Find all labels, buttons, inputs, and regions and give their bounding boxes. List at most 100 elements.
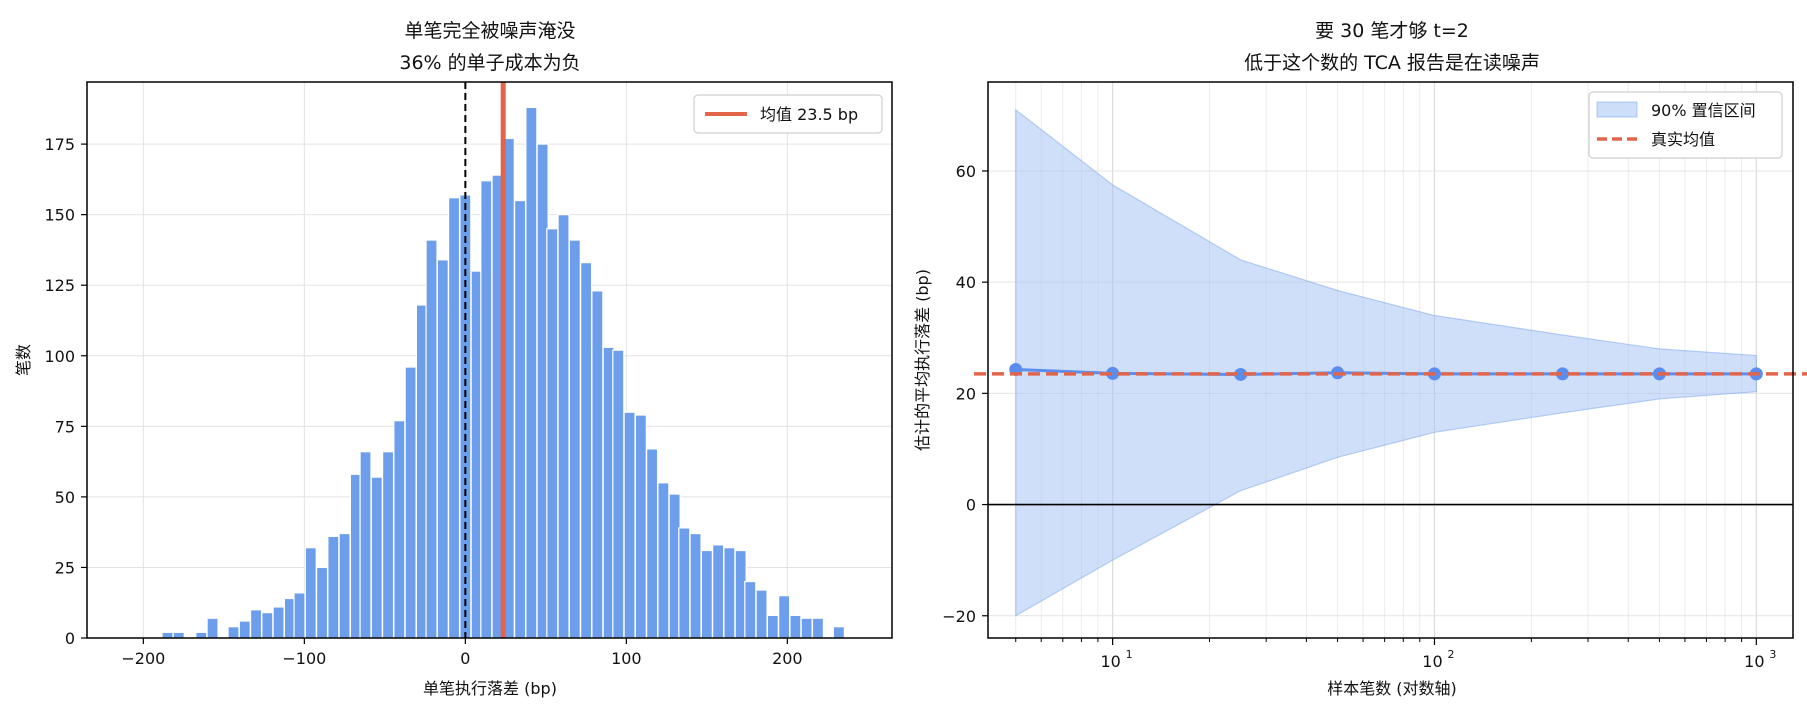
histogram-bar [404, 366, 417, 639]
histogram-bar [800, 617, 813, 639]
histogram-bar [293, 592, 306, 639]
histogram-bar [436, 259, 449, 639]
histogram-bar [206, 617, 219, 639]
confidence-y-ticks: −20 0 20 40 60 [942, 162, 988, 626]
histogram-y-axis-label: 笔数 [14, 344, 33, 376]
confidence-x-ticks: 10 1 10 2 10 3 [1015, 638, 1776, 671]
histogram-bar [425, 239, 438, 639]
histogram-y-tick-label: 100 [44, 347, 75, 366]
histogram-bar [689, 532, 702, 639]
histogram-bar [327, 535, 340, 639]
histogram-bar [480, 180, 493, 639]
histogram-bar [657, 482, 670, 639]
histogram-y-tick-label: 150 [44, 206, 75, 225]
confidence-legend: 90% 置信区间 真实均值 [1588, 91, 1783, 159]
confidence-x-axis-label: 样本笔数 (对数轴) [1327, 679, 1457, 698]
histogram-bar [315, 566, 329, 639]
histogram-subtitle: 36% 的单子成本为负 [399, 52, 580, 74]
histogram-y-tick-label: 75 [55, 417, 75, 436]
confidence-x-tick-exponent: 3 [1769, 648, 1776, 661]
histogram-bar [591, 290, 604, 639]
histogram-axes-frame [86, 81, 893, 639]
histogram-y-tick-label: 50 [55, 488, 75, 507]
histogram-y-tick-label: 0 [65, 629, 75, 648]
histogram-bar [261, 611, 274, 639]
histogram-bar [338, 532, 351, 639]
confidence-band [1015, 108, 1757, 617]
histogram-bar [580, 262, 593, 639]
mean-legend-label: 均值 23.5 bp [760, 105, 858, 124]
histogram-bar [766, 614, 779, 639]
estimate-point [1556, 367, 1570, 381]
histogram-bar [755, 589, 768, 639]
histogram-bar [272, 606, 285, 639]
confidence-axes-frame [987, 81, 1794, 639]
histogram-bar [161, 631, 174, 639]
histogram-bar [568, 239, 581, 639]
estimate-point [1106, 366, 1120, 380]
histogram-y-tick-label: 175 [44, 135, 75, 154]
histogram-bar [811, 617, 825, 639]
histogram-bar [712, 544, 725, 639]
confidence-x-tick-label: 10 [1100, 652, 1120, 671]
confidence-title: 要 30 笔才够 t=2 [1315, 20, 1469, 42]
histogram-bar [744, 580, 757, 639]
histogram-bar [393, 420, 406, 639]
histogram-y-tick-label: 25 [55, 558, 75, 577]
histogram-bar [172, 631, 185, 639]
confidence-x-tick-exponent: 1 [1126, 648, 1133, 661]
histogram-bar [612, 349, 625, 639]
histogram-bar [634, 414, 647, 639]
confidence-x-tick-label: 10 [1744, 652, 1764, 671]
histogram-bar [623, 411, 636, 639]
histogram-x-tick-label: 200 [772, 649, 803, 668]
histogram-bar [249, 609, 263, 639]
histogram-x-axis-label: 单笔执行落差 (bp) [423, 679, 557, 698]
histogram-bar [381, 451, 395, 639]
histogram-bar [227, 626, 240, 639]
histogram-y-tick-label: 125 [44, 276, 75, 295]
histogram-y-ticks: 0 25 50 75 100 125 150 175 [44, 135, 87, 648]
histogram-bar [723, 547, 736, 639]
histogram-bar [238, 620, 251, 639]
histogram-bar [678, 527, 691, 639]
histogram-x-ticks: −200 −100 0 100 200 [121, 638, 803, 668]
histogram-bar [700, 549, 713, 639]
histogram-bar [832, 626, 845, 639]
confidence-x-tick-exponent: 2 [1447, 648, 1454, 661]
histogram-bar [514, 199, 527, 639]
confidence-subtitle: 低于这个数的 TCA 报告是在读噪声 [1244, 52, 1540, 74]
histogram-x-tick-label: 0 [460, 649, 470, 668]
confidence-panel: 要 30 笔才够 t=2 低于这个数的 TCA 报告是在读噪声 10 1 10 2 10… [913, 20, 1807, 698]
histogram-legend-box [693, 94, 883, 134]
estimate-point [1234, 367, 1248, 381]
histogram-bar [448, 197, 461, 639]
confidence-y-tick-label: 60 [956, 162, 976, 181]
histogram-bar [370, 476, 383, 639]
histogram-x-tick-label: −100 [282, 649, 326, 668]
estimate-points [1009, 362, 1763, 381]
histogram-bar [304, 547, 317, 639]
band-legend-swatch [1596, 101, 1638, 118]
confidence-y-tick-label: 40 [956, 273, 976, 292]
histogram-x-tick-label: −200 [121, 649, 165, 668]
band-legend-label: 90% 置信区间 [1651, 101, 1756, 120]
confidence-x-tick-label: 10 [1422, 652, 1442, 671]
histogram-bar [525, 106, 538, 639]
histogram-bar [557, 214, 570, 639]
histogram-bar [359, 451, 372, 639]
confidence-y-axis-label: 估计的平均执行落差 (bp) [913, 269, 932, 451]
histogram-bar [646, 448, 659, 639]
confidence-y-tick-label: 0 [966, 496, 976, 515]
histogram-legend: 均值 23.5 bp [693, 94, 883, 134]
histogram-x-tick-label: 100 [611, 649, 642, 668]
histogram-bar [546, 228, 559, 639]
true-mean-legend-label: 真实均值 [1651, 130, 1715, 149]
histogram-title: 单笔完全被噪声淹没 [404, 20, 575, 42]
histogram-bar [789, 614, 802, 639]
confidence-y-tick-label: 20 [956, 384, 976, 403]
confidence-y-tick-label: −20 [942, 607, 976, 626]
histogram-bar [778, 595, 791, 639]
histogram-panel: 单笔完全被噪声淹没 36% 的单子成本为负 −200 −100 0 100 200 0 2… [14, 20, 893, 698]
